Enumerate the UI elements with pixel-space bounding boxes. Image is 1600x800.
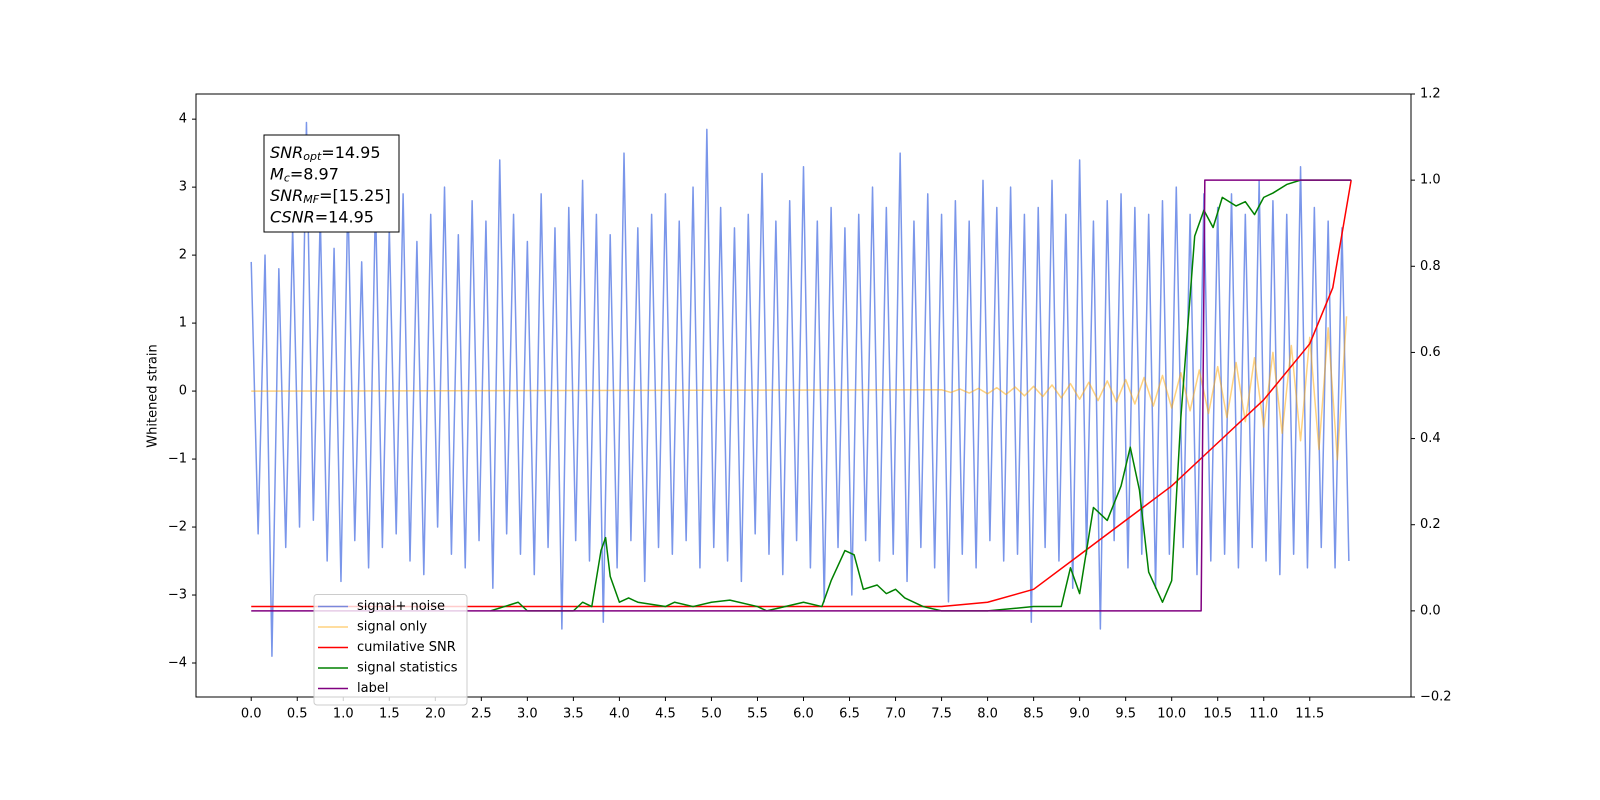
annotation-subscript: c [284,172,290,185]
x-tick-label: 5.5 [747,707,768,722]
legend-label: signal+ noise [357,599,445,614]
plot-area [250,121,1352,657]
series-line [250,121,1350,657]
x-tick-label: 7.5 [931,707,952,722]
x-tick-label: 0.5 [287,707,308,722]
y-axis-label: Whitened strain [146,344,161,447]
y-tick-label: −4 [168,656,187,671]
y-tick-label: −3 [168,588,187,603]
x-tick-label: 4.5 [655,707,676,722]
y2-tick-label: 0.0 [1420,603,1441,618]
x-tick-label: 1.0 [333,707,354,722]
annotation-symbol: SNR [270,186,303,205]
x-tick-label: 1.5 [379,707,400,722]
y2-tick-label: 1.0 [1420,173,1441,188]
x-tick-label: 11.5 [1295,707,1324,722]
x-tick-label: 6.0 [793,707,814,722]
annotation-box [263,134,400,233]
annotation-subscript: opt [303,150,322,163]
annotation-line: CSNR=14.95 [270,207,374,226]
x-tick-label: 0.0 [241,707,262,722]
annotation-symbol: CSNR [270,207,315,226]
annotation-subscript: MF [303,193,319,206]
x-tick-label: 3.5 [563,707,584,722]
annotation-symbol: SNR [270,143,303,162]
annotation-line: SNRMF=[15.25] [270,186,391,207]
annotation-symbol: M [270,164,284,183]
x-tick-label: 10.0 [1157,707,1186,722]
series-line [251,179,1352,612]
series-line [251,316,1348,461]
annotation-value: =[15.25] [319,186,391,205]
y-tick-label: 3 [179,180,187,195]
legend-box [313,594,468,706]
annotation-line: SNRopt=14.95 [270,143,381,164]
annotation-value: =14.95 [315,207,374,226]
x-tick-label: 3.0 [517,707,538,722]
x-tick-label: 5.0 [701,707,722,722]
y2-tick-label: 0.2 [1420,517,1441,532]
y2-tick-label: 0.8 [1420,259,1441,274]
x-tick-label: 2.5 [471,707,492,722]
x-tick-label: 9.0 [1069,707,1090,722]
x-tick-label: 6.5 [839,707,860,722]
legend-label: label [357,681,388,696]
y-tick-label: −2 [168,520,187,535]
legend-label: cumilative SNR [357,640,456,655]
series-line [490,179,1352,612]
y-tick-label: 0 [179,384,187,399]
annotation-value: =8.97 [290,164,339,183]
x-tick-label: 7.0 [885,707,906,722]
series-line [251,180,1352,608]
x-tick-label: 8.5 [1023,707,1044,722]
y-tick-label: 4 [179,112,187,127]
x-tick-label: 10.5 [1203,707,1232,722]
legend-label: signal statistics [357,661,458,676]
annotation-line: Mc=8.97 [270,164,339,185]
y2-tick-label: 0.6 [1420,345,1441,360]
legend-label: signal only [357,620,427,635]
x-tick-label: 8.0 [977,707,998,722]
y2-tick-label: 0.4 [1420,431,1441,446]
y-tick-label: −1 [168,452,187,467]
annotation-value: =14.95 [321,143,380,162]
y-tick-label: 1 [179,316,187,331]
x-tick-label: 11.0 [1249,707,1278,722]
y-tick-label: 2 [179,248,187,263]
x-tick-label: 9.5 [1115,707,1136,722]
y2-tick-label: 1.2 [1420,87,1441,102]
y2-tick-label: −0.2 [1420,690,1452,705]
x-tick-label: 2.0 [425,707,446,722]
x-tick-label: 4.0 [609,707,630,722]
